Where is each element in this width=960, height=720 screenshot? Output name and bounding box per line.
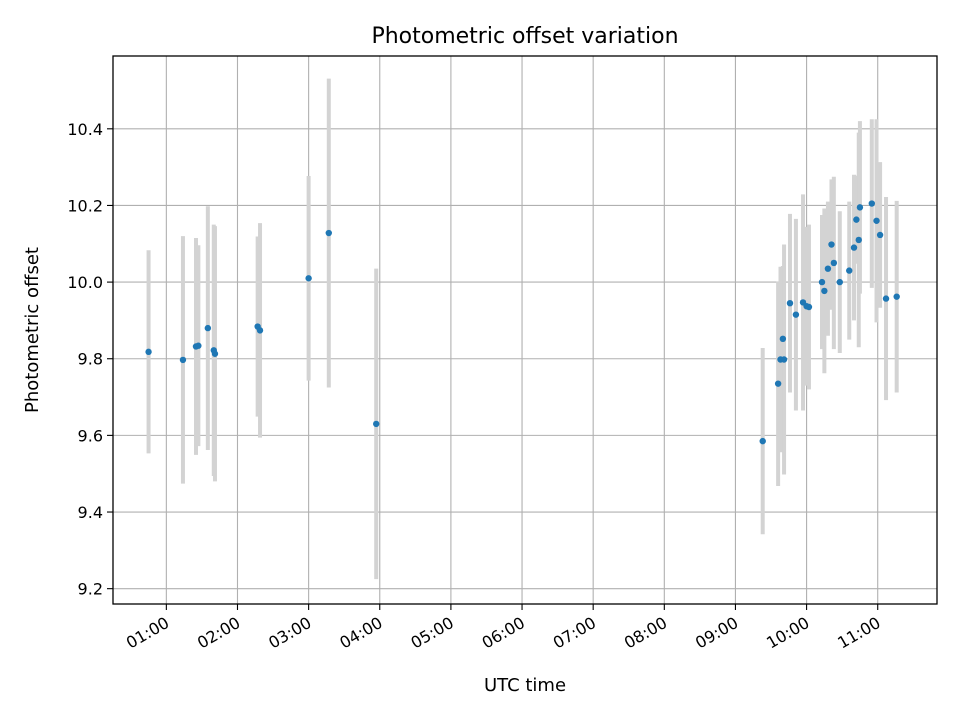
x-tick-label: 11:00 (834, 613, 883, 653)
y-tick-label: 10.4 (67, 120, 103, 139)
x-tick-label: 08:00 (621, 613, 670, 653)
y-axis-label: Photometric offset (22, 247, 43, 413)
data-points (145, 200, 900, 445)
data-point (868, 200, 875, 207)
y-tick-label: 10.0 (67, 273, 103, 292)
data-point (325, 229, 332, 237)
x-tick-label: 02:00 (194, 613, 243, 653)
data-point (824, 265, 832, 272)
y-tick-label: 9.6 (78, 426, 103, 445)
x-tick-label: 07:00 (550, 613, 599, 653)
y-tick-label: 9.4 (78, 503, 103, 522)
data-point (850, 244, 858, 251)
data-point (821, 287, 828, 295)
plot-frame (112, 55, 938, 605)
data-point (779, 335, 787, 343)
data-point (204, 324, 212, 332)
y-tick-label: 9.2 (78, 580, 103, 599)
y-axis-ticks: 9.2 9.4 9.6 9.8 10.0 10.2 10.4 (67, 120, 113, 599)
data-point (759, 437, 766, 445)
grid-lines (113, 56, 937, 604)
data-point (855, 236, 862, 244)
data-point (818, 278, 826, 286)
data-point (836, 278, 843, 286)
chart-title: Photometric offset variation (371, 24, 678, 49)
data-point (882, 295, 890, 302)
data-point (780, 356, 788, 363)
x-tick-label: 04:00 (336, 613, 385, 653)
data-point (876, 231, 884, 239)
data-point (305, 275, 312, 282)
data-point (853, 216, 860, 223)
data-point (373, 420, 380, 428)
data-point (846, 267, 853, 274)
x-tick-label: 01:00 (123, 613, 172, 653)
data-point (828, 241, 835, 248)
data-point (893, 293, 900, 300)
x-tick-label: 09:00 (692, 613, 741, 653)
data-point (786, 299, 794, 307)
data-point (211, 350, 219, 357)
y-tick-label: 10.2 (67, 196, 103, 215)
data-point (256, 327, 264, 334)
x-axis-ticks: 01:00 02:00 03:00 04:00 05:00 06:00 07:00 08:00… (123, 604, 884, 653)
x-tick-label: 10:00 (763, 613, 812, 653)
x-tick-label: 05:00 (407, 613, 456, 653)
data-point (774, 380, 782, 387)
x-tick-label: 06:00 (479, 613, 528, 653)
data-point (805, 303, 813, 311)
data-point (873, 217, 880, 224)
data-point (792, 311, 800, 318)
data-point (145, 348, 152, 356)
x-axis-label: UTC time (484, 675, 566, 696)
data-point (179, 356, 187, 364)
data-point (830, 259, 838, 267)
y-tick-label: 9.8 (78, 350, 103, 369)
x-tick-label: 03:00 (265, 613, 314, 653)
data-point (856, 204, 864, 211)
data-point (195, 342, 202, 349)
